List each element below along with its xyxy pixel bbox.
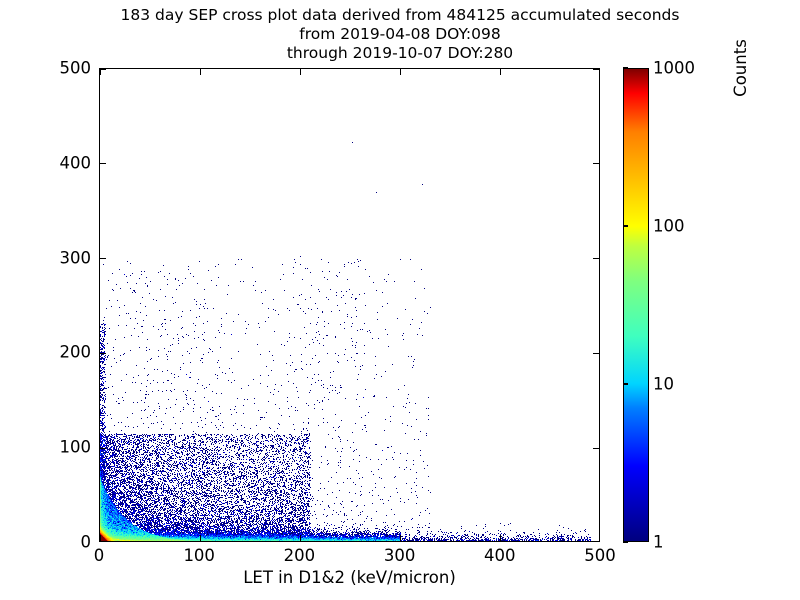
x-tick-label-400: 400 bbox=[484, 546, 516, 565]
x-tick-label-500: 500 bbox=[584, 546, 616, 565]
y-tick-label-300: 300 bbox=[59, 248, 92, 268]
colorbar-tick-label-1000: 1000 bbox=[653, 58, 695, 78]
x-tick-300 bbox=[399, 69, 402, 75]
y-tick-label-400: 400 bbox=[59, 153, 92, 173]
x-tick-0 bbox=[100, 535, 101, 541]
colorbar-tick-10 bbox=[623, 383, 628, 385]
y-tick-200 bbox=[100, 352, 106, 355]
title-line-2: from 2019-04-08 DOY:098 bbox=[299, 25, 501, 43]
x-tick-100 bbox=[199, 69, 201, 75]
plot-area bbox=[99, 68, 600, 542]
y-tick-label-500: 500 bbox=[59, 58, 92, 78]
x-tick-0 bbox=[100, 69, 101, 75]
colorbar-tick-label-10: 10 bbox=[653, 374, 674, 394]
y-tick-300 bbox=[100, 257, 106, 260]
scatter-density-canvas bbox=[100, 69, 599, 541]
y-tick-200 bbox=[593, 352, 599, 355]
heatmap-layer bbox=[100, 69, 599, 541]
x-axis-title: LET in D1&2 (keV/micron) bbox=[243, 568, 456, 587]
y-tick-label-0: 0 bbox=[80, 532, 92, 552]
colorbar-tick-1000 bbox=[623, 67, 628, 69]
title-line-1: 183 day SEP cross plot data derived from… bbox=[120, 6, 680, 24]
y-tick-500 bbox=[593, 69, 599, 70]
x-tick-400 bbox=[500, 535, 502, 541]
colorbar-title: Counts bbox=[731, 39, 750, 97]
x-tick-300 bbox=[399, 535, 402, 541]
y-tick-label-100: 100 bbox=[59, 437, 92, 457]
y-tick-100 bbox=[593, 447, 599, 449]
figure-title: 183 day SEP cross plot data derived from… bbox=[0, 6, 800, 63]
x-tick-label-0: 0 bbox=[93, 546, 105, 565]
y-tick-400 bbox=[593, 163, 599, 165]
y-tick-500 bbox=[100, 69, 106, 70]
x-tick-400 bbox=[500, 69, 502, 75]
x-tick-200 bbox=[299, 69, 302, 75]
colorbar-tick-1 bbox=[623, 541, 628, 543]
x-tick-200 bbox=[299, 535, 302, 541]
title-line-3: through 2019-10-07 DOY:280 bbox=[286, 44, 514, 62]
x-tick-label-200: 200 bbox=[283, 546, 316, 565]
y-tick-400 bbox=[100, 163, 106, 165]
x-tick-label-300: 300 bbox=[383, 546, 416, 565]
y-tick-100 bbox=[100, 447, 106, 449]
colorbar-gradient bbox=[624, 69, 648, 541]
x-tick-label-100: 100 bbox=[183, 546, 215, 565]
colorbar-tick-label-1: 1 bbox=[653, 532, 664, 552]
x-tick-100 bbox=[199, 535, 201, 541]
colorbar bbox=[623, 68, 649, 542]
y-tick-label-200: 200 bbox=[59, 342, 92, 362]
colorbar-tick-label-100: 100 bbox=[653, 216, 685, 236]
y-tick-300 bbox=[593, 257, 599, 260]
colorbar-tick-100 bbox=[623, 225, 628, 227]
